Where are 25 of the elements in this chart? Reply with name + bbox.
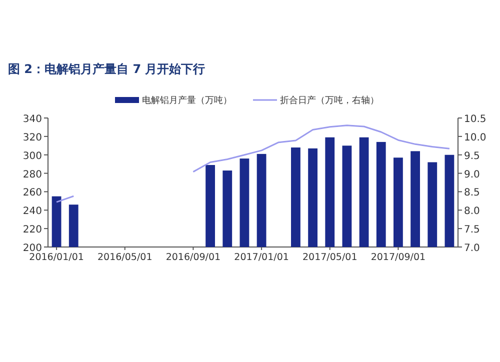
y-tick-label: 260 — [22, 188, 42, 199]
y-tick-label: 300 — [22, 150, 42, 162]
y2-tick-label: 7.0 — [464, 243, 480, 254]
legend-label: 折合日产（万吨，右轴） — [280, 95, 379, 106]
y-tick-label: 340 — [22, 114, 42, 125]
y-tick-label: 220 — [22, 224, 42, 236]
x-tick-label: 2016/09/01 — [166, 252, 221, 263]
y2-tick-label: 9.0 — [464, 169, 480, 180]
y-tick-label: 240 — [22, 206, 42, 218]
x-tick-label: 2016/01/01 — [29, 252, 84, 263]
y2-tick-label: 8.5 — [464, 188, 480, 199]
y2-tick-label: 10.0 — [464, 132, 486, 144]
x-tick-label: 2016/05/01 — [97, 252, 152, 263]
y-tick-label: 280 — [22, 169, 42, 180]
y2-tick-label: 10.5 — [464, 114, 486, 125]
x-tick-label: 2017/01/01 — [234, 252, 289, 263]
x-tick-label: 2017/05/01 — [302, 252, 358, 263]
y2-tick-label: 9.5 — [464, 150, 480, 162]
y-tick-label: 200 — [22, 243, 42, 254]
legend-label: 电解铝月产量（万吨） — [142, 95, 232, 106]
y-tick-label: 320 — [22, 132, 42, 144]
y2-tick-label: 8.0 — [464, 206, 480, 218]
y2-tick-label: 7.5 — [464, 224, 480, 236]
x-tick-label: 2017/09/01 — [370, 252, 426, 263]
chart-title: 图 2：电解铝月产量自 7 月开始下行 — [8, 62, 206, 76]
